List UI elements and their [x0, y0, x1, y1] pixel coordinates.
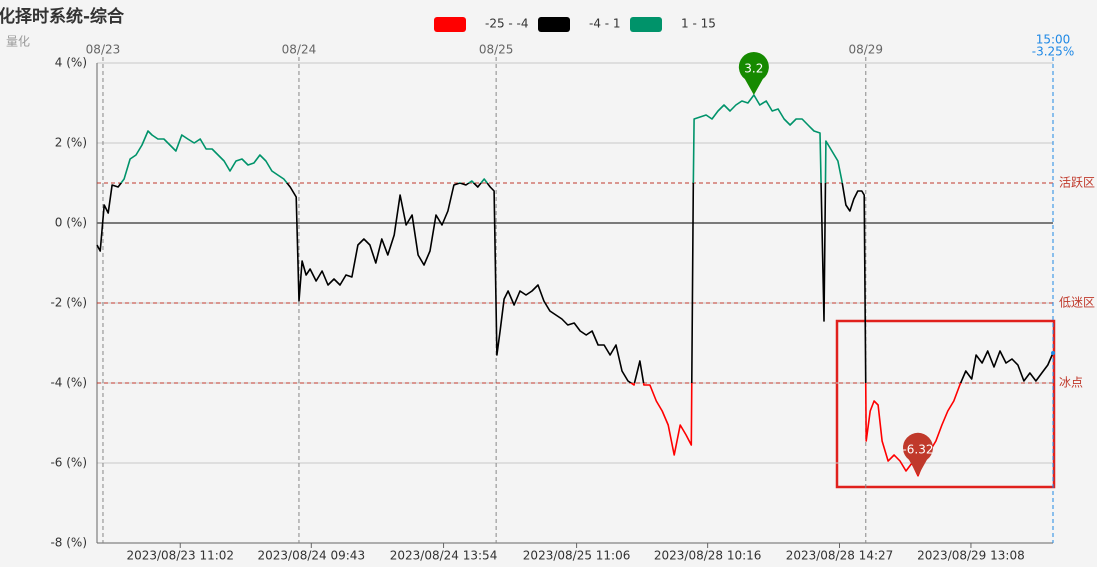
x-tick-label: 2023/08/24 09:43	[258, 549, 366, 563]
day-label: 08/29	[848, 43, 883, 57]
reference-label: 冰点	[1059, 376, 1083, 390]
day-label: 08/24	[282, 43, 317, 57]
reference-label: 活跃区	[1059, 176, 1095, 190]
x-tick-label: 2023/08/29 13:08	[917, 549, 1025, 563]
last-time: 15:00	[1036, 33, 1071, 47]
legend-label: -4 - 1	[589, 17, 621, 31]
y-tick-label: -2 (%)	[50, 296, 87, 310]
y-tick-label: -8 (%)	[50, 536, 87, 550]
pin-label: 3.2	[744, 62, 763, 76]
x-tick-label: 2023/08/28 10:16	[654, 549, 762, 563]
y-tick-label: 0 (%)	[55, 216, 87, 230]
last-value: -3.25%	[1032, 45, 1074, 59]
legend-swatch	[434, 17, 466, 32]
x-tick-label: 2023/08/28 14:27	[786, 549, 894, 563]
legend-swatch	[538, 17, 570, 32]
y-tick-label: -6 (%)	[50, 456, 87, 470]
legend-label: -25 - -4	[485, 17, 529, 31]
x-tick-label: 2023/08/25 11:06	[523, 549, 631, 563]
pin	[738, 52, 769, 95]
y-tick-label: 4 (%)	[55, 56, 87, 70]
chart-subtitle: 量化	[6, 35, 30, 49]
legend-label: 1 - 15	[681, 17, 716, 31]
chart-title: 化择时系统-综合	[0, 6, 125, 27]
highlight-box	[835, 319, 1056, 489]
y-tick-label: -4 (%)	[50, 376, 87, 390]
last-point	[1051, 351, 1055, 355]
legend-swatch	[630, 17, 662, 32]
day-label: 08/23	[86, 43, 121, 57]
pin	[902, 432, 933, 476]
x-tick-label: 2023/08/23 11:02	[126, 549, 234, 563]
day-label: 08/25	[479, 43, 514, 57]
y-tick-label: 2 (%)	[55, 136, 87, 150]
pin-label: -6.32	[902, 442, 933, 456]
reference-label: 低迷区	[1059, 296, 1095, 310]
x-tick-label: 2023/08/24 13:54	[390, 549, 498, 563]
data-line	[96, 94, 1054, 477]
